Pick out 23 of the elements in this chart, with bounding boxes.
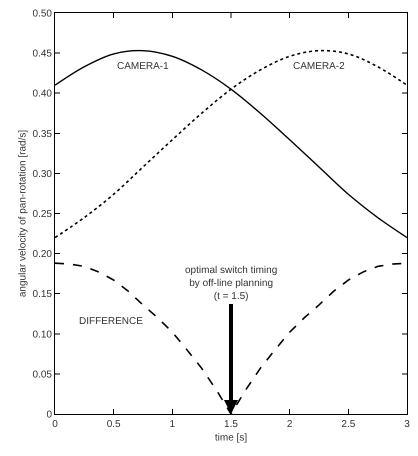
y-tick-label: 0.35 [32, 128, 52, 140]
y-tick-label: 0.40 [32, 88, 52, 100]
y-axis-title: angular velocity of pan-rotation [rad/s] [18, 130, 29, 298]
x-tick-label: 2.5 [341, 419, 356, 430]
x-tick-label: 2 [286, 419, 293, 430]
y-tick-label: 0.10 [32, 329, 52, 340]
y-tick-label: 0.20 [32, 249, 52, 260]
y-tick-label: 0.45 [32, 48, 52, 60]
y-tick-label: 0.50 [32, 8, 52, 20]
y-tick-label: 0.15 [32, 289, 52, 300]
y-tick-label: 0.05 [32, 369, 52, 380]
x-tick-label: 3 [404, 419, 410, 430]
y-tick-label: 0.30 [32, 168, 52, 180]
x-tick-label: 1 [170, 419, 176, 430]
x-tick-label: 1.5 [224, 419, 238, 430]
series-label: CAMERA-2 [293, 61, 346, 72]
x-tick-label: 0.5 [106, 419, 122, 430]
y-tick-label: 0 [46, 410, 52, 420]
annotation: optimal switch timing by off-line planning (t = 1.5) [185, 265, 278, 302]
x-axis-title: time [s] [214, 432, 248, 444]
y-tick-label: 0.25 [32, 209, 52, 220]
series-label: DIFFERENCE [79, 316, 144, 327]
series-label: CAMERA-1 [117, 61, 170, 72]
